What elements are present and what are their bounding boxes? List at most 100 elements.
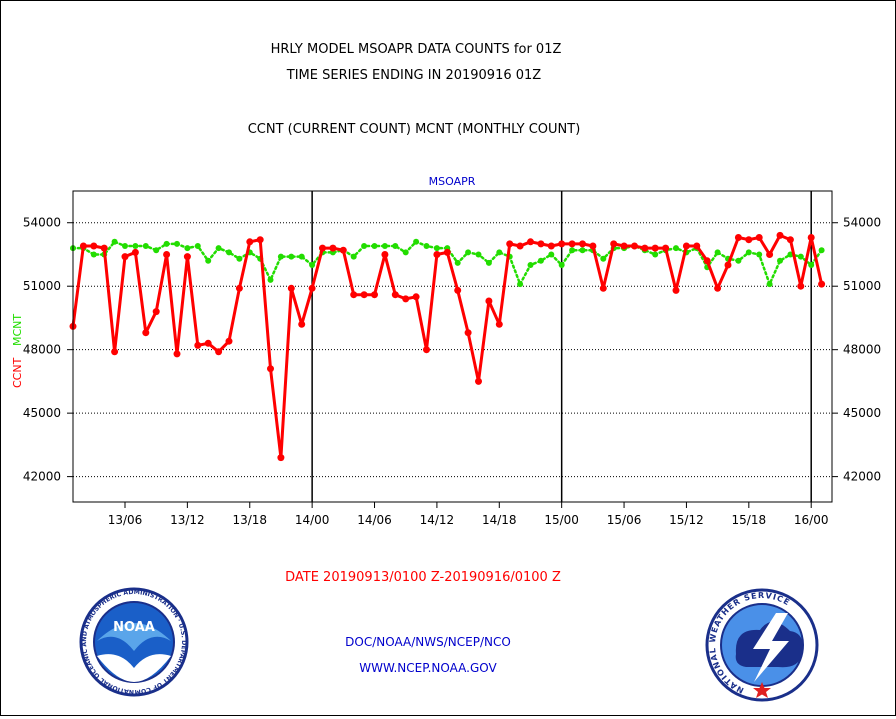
nws-star-icon — [753, 682, 771, 698]
point-mcnt-39 — [475, 251, 482, 258]
point-mcnt-45 — [537, 257, 544, 264]
point-ccnt-28 — [360, 291, 368, 299]
xtick-label-10: 15/18 — [732, 513, 767, 527]
point-ccnt-40 — [485, 297, 493, 305]
point-ccnt-34 — [423, 346, 430, 354]
point-ccnt-22 — [298, 320, 306, 328]
point-ccnt-18 — [256, 236, 264, 244]
point-ccnt-41 — [495, 320, 503, 328]
point-ccnt-24 — [319, 244, 326, 252]
point-mcnt-71 — [808, 262, 815, 268]
point-mcnt-29 — [371, 243, 378, 249]
ytick-label-left-48000: 48000 — [23, 343, 61, 357]
xtick-label-1: 13/12 — [170, 513, 205, 527]
ytick-label-right-51000: 51000 — [843, 279, 881, 293]
point-mcnt-4 — [111, 238, 118, 245]
xtick-label-11: 16/00 — [794, 513, 829, 527]
xtick-label-8: 15/06 — [607, 513, 642, 527]
point-ccnt-8 — [152, 308, 160, 316]
point-mcnt-56 — [652, 251, 659, 258]
point-ccnt-50 — [589, 242, 597, 250]
point-mcnt-16 — [236, 255, 243, 262]
point-ccnt-39 — [475, 377, 482, 385]
grid-lines — [73, 222, 832, 478]
point-ccnt-36 — [443, 248, 451, 256]
point-mcnt-40 — [485, 259, 492, 266]
point-ccnt-71 — [807, 234, 815, 241]
point-ccnt-63 — [724, 261, 732, 269]
point-ccnt-54 — [631, 242, 638, 250]
point-ccnt-72 — [818, 280, 826, 288]
point-mcnt-41 — [496, 249, 503, 256]
point-mcnt-44 — [527, 262, 534, 268]
footer-org: DOC/NOAA/NWS/NCEP/NCO — [345, 635, 511, 649]
point-ccnt-48 — [568, 240, 576, 248]
point-mcnt-11 — [184, 245, 191, 252]
point-mcnt-15 — [226, 249, 232, 256]
point-ccnt-12 — [194, 341, 202, 349]
point-ccnt-65 — [745, 236, 753, 244]
point-mcnt-12 — [194, 243, 201, 249]
point-mcnt-10 — [174, 240, 180, 247]
ylabel-ccnt: CCNT — [11, 357, 24, 388]
point-mcnt-27 — [350, 253, 357, 260]
line-ccnt — [71, 233, 824, 460]
point-ccnt-26 — [339, 246, 347, 254]
point-mcnt-22 — [298, 253, 305, 260]
x-axis: 13/06 13/12 13/18 14/00 14/06 14/12 14/18 15/00… — [108, 502, 829, 527]
point-ccnt-32 — [402, 295, 410, 303]
point-ccnt-7 — [142, 329, 150, 337]
point-ccnt-51 — [599, 284, 607, 292]
ytick-label-right-54000: 54000 — [843, 216, 881, 230]
xtick-label-0: 13/06 — [108, 513, 143, 527]
point-mcnt-5 — [122, 243, 128, 249]
xtick-label-4: 14/06 — [357, 513, 392, 527]
point-mcnt-70 — [797, 253, 804, 260]
point-ccnt-64 — [734, 234, 742, 241]
point-mcnt-33 — [413, 238, 420, 245]
chart-title: MSOAPR — [429, 175, 476, 188]
point-ccnt-47 — [558, 240, 566, 248]
point-ccnt-55 — [641, 244, 649, 252]
point-ccnt-37 — [454, 286, 462, 294]
point-ccnt-16 — [235, 284, 243, 292]
xtick-label-9: 15/12 — [669, 513, 704, 527]
point-mcnt-72 — [818, 247, 825, 254]
point-mcnt-6 — [132, 243, 139, 249]
point-ccnt-59 — [682, 242, 690, 250]
point-ccnt-3 — [100, 244, 108, 252]
point-ccnt-62 — [714, 284, 722, 292]
series-ccnt — [69, 231, 826, 462]
point-ccnt-68 — [776, 231, 784, 239]
point-mcnt-34 — [423, 243, 430, 249]
point-ccnt-15 — [225, 337, 233, 345]
plot-border — [72, 190, 833, 503]
point-ccnt-35 — [433, 251, 441, 258]
point-mcnt-58 — [673, 245, 679, 252]
footer-url: WWW.NCEP.NOAA.GOV — [359, 661, 497, 675]
ytick-label-left-51000: 51000 — [23, 279, 61, 293]
point-mcnt-32 — [402, 249, 409, 256]
ytick-label-left-45000: 45000 — [23, 406, 61, 420]
point-ccnt-14 — [215, 348, 223, 356]
point-mcnt-20 — [277, 253, 284, 260]
point-mcnt-7 — [142, 243, 149, 249]
point-ccnt-44 — [527, 238, 534, 246]
point-ccnt-33 — [412, 293, 420, 301]
point-mcnt-2 — [90, 251, 97, 258]
point-ccnt-5 — [121, 253, 129, 261]
point-ccnt-49 — [579, 240, 586, 248]
point-ccnt-31 — [391, 291, 399, 299]
point-mcnt-62 — [714, 249, 721, 256]
point-ccnt-56 — [651, 244, 659, 252]
point-ccnt-57 — [662, 244, 670, 252]
point-mcnt-64 — [735, 257, 742, 264]
point-mcnt-47 — [558, 262, 565, 268]
point-ccnt-58 — [672, 286, 680, 294]
point-ccnt-30 — [381, 251, 389, 258]
point-mcnt-35 — [433, 245, 440, 252]
point-ccnt-19 — [267, 365, 274, 373]
point-ccnt-46 — [547, 242, 555, 250]
point-ccnt-69 — [786, 236, 794, 244]
